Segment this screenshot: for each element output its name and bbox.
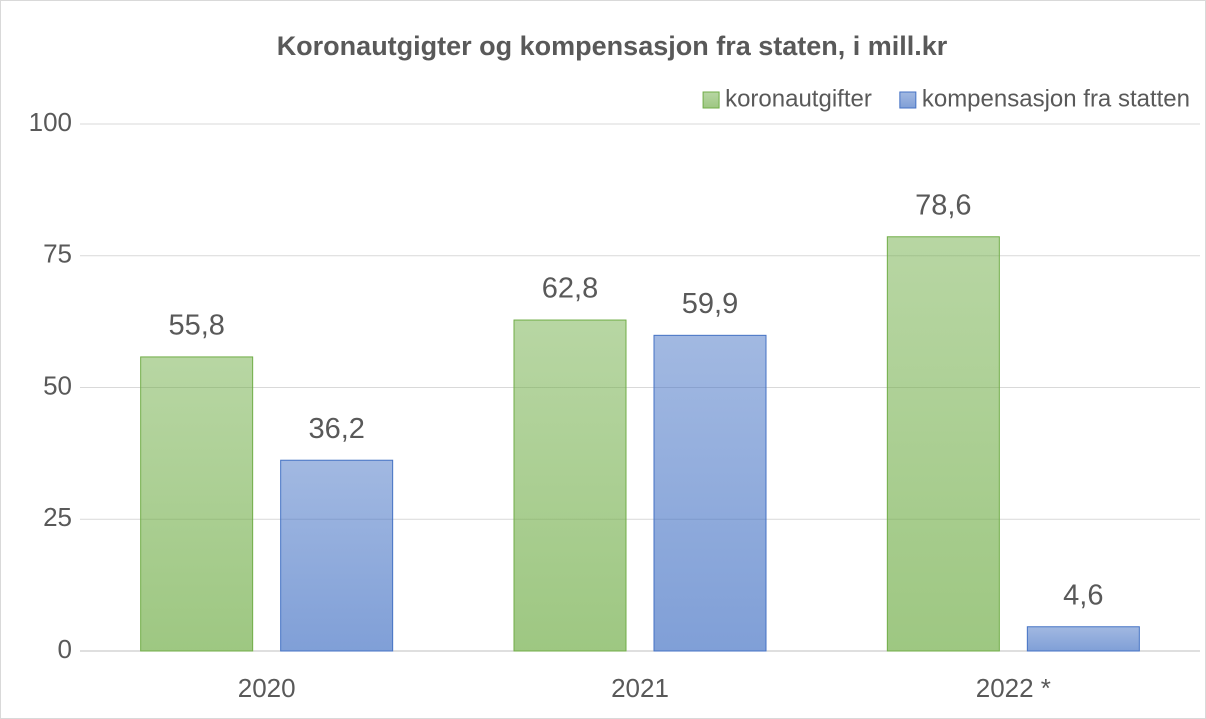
- y-tick-label: 25: [43, 502, 72, 532]
- bar: [513, 319, 627, 652]
- value-label: 59,9: [682, 288, 738, 320]
- x-tick-label: 2021: [611, 673, 669, 703]
- value-label: 78,6: [915, 189, 971, 221]
- value-label: 55,8: [168, 310, 224, 342]
- legend-label: koronautgifter: [725, 85, 872, 112]
- y-tick-label: 75: [43, 239, 72, 269]
- y-tick-label: 0: [58, 634, 72, 664]
- bar: [140, 356, 254, 652]
- value-label: 36,2: [308, 413, 364, 445]
- value-label: 62,8: [542, 273, 598, 305]
- legend-swatch: [702, 91, 720, 109]
- value-label: 4,6: [1063, 579, 1103, 611]
- y-tick-label: 100: [29, 107, 72, 137]
- y-tick-label: 50: [43, 370, 72, 400]
- x-tick-label: 2022 *: [976, 673, 1051, 703]
- legend-swatch: [899, 91, 917, 109]
- bar: [653, 334, 767, 652]
- bar: [886, 236, 1000, 652]
- bar: [1026, 626, 1140, 652]
- legend-label: kompensasjon fra statten: [922, 85, 1190, 112]
- bar: [280, 459, 394, 652]
- chart-title: Koronautgigter og kompensasjon fra state…: [277, 31, 948, 61]
- x-tick-label: 2020: [238, 673, 296, 703]
